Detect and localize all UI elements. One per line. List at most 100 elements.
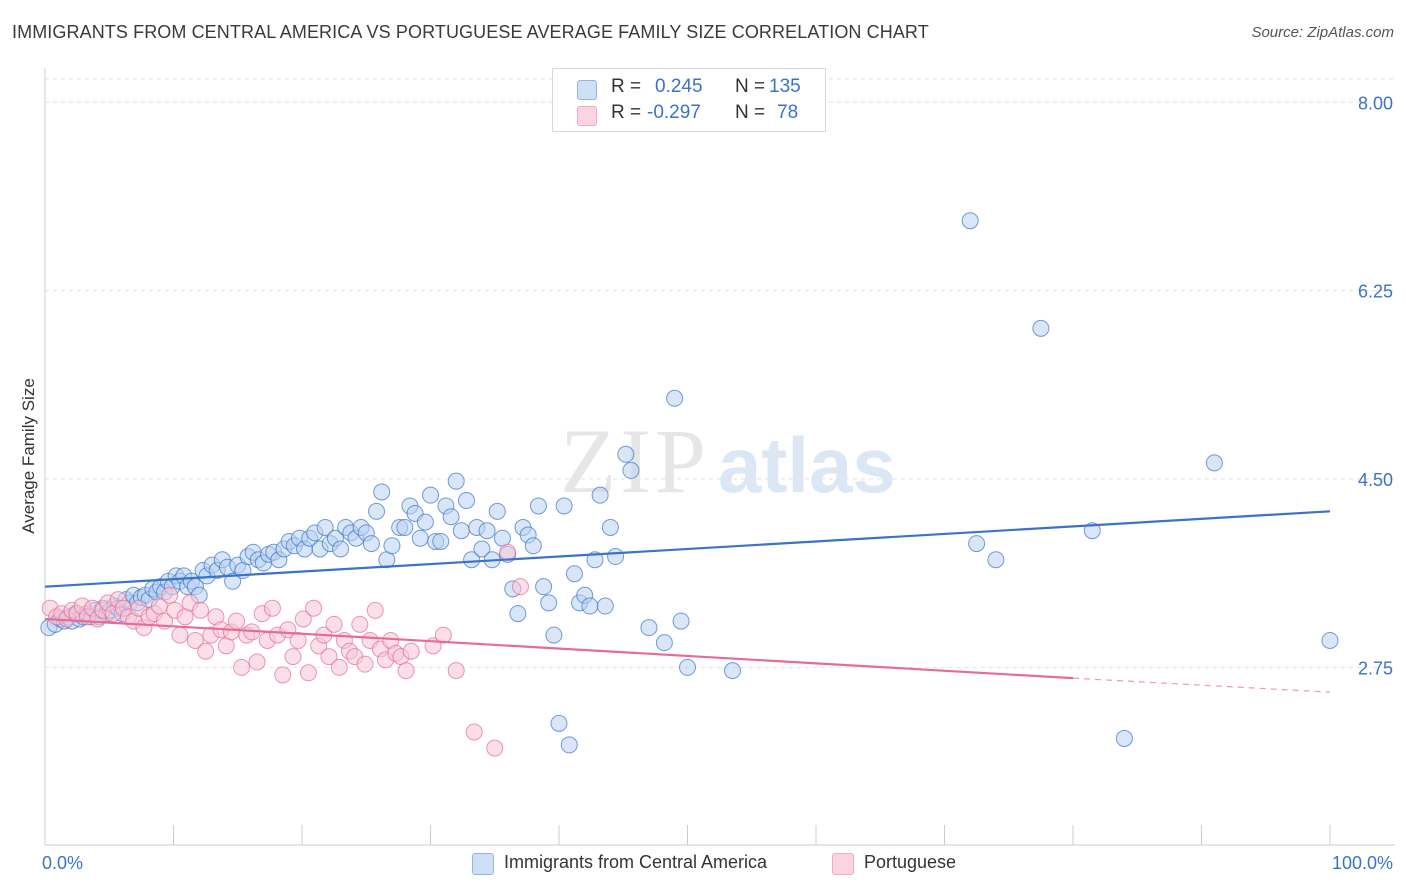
point-central-america (373, 483, 391, 501)
point-portuguese (284, 648, 302, 666)
point-portuguese (227, 612, 245, 630)
point-central-america (987, 551, 1005, 569)
point-central-america (224, 572, 242, 590)
point-central-america (672, 612, 690, 630)
point-central-america (383, 537, 401, 555)
point-central-america (488, 502, 506, 520)
source-label: Source: ZipAtlas.com (1251, 24, 1394, 41)
point-portuguese (274, 666, 292, 684)
point-central-america (596, 597, 614, 615)
point-portuguese (356, 655, 374, 673)
point-portuguese (197, 642, 215, 660)
point-portuguese (171, 626, 189, 644)
point-central-america (560, 736, 578, 754)
y-tick-label: 4.50 (1358, 470, 1393, 490)
point-central-america (581, 597, 599, 615)
legend-swatch-blue (472, 853, 494, 875)
point-central-america (1032, 319, 1050, 337)
point-central-america (607, 548, 625, 566)
point-central-america (586, 551, 604, 569)
point-central-america (666, 389, 684, 407)
y-axis-label: Average Family Size (19, 378, 38, 534)
point-portuguese (397, 662, 415, 680)
r-label: R = (611, 102, 642, 123)
point-portuguese (499, 543, 517, 561)
point-central-america (535, 578, 553, 596)
point-central-america (332, 540, 350, 558)
point-portuguese (320, 648, 338, 666)
point-central-america (463, 551, 481, 569)
x-tick-label-min: 0.0% (42, 853, 83, 873)
point-central-america (1321, 631, 1339, 649)
legend-label: Immigrants from Central America (504, 852, 768, 872)
tick-labels: 2.75 4.50 6.25 8.00 0.0% 100.0% (42, 93, 1393, 873)
point-central-america (622, 461, 640, 479)
point-central-america (640, 619, 658, 637)
axes (44, 68, 1395, 846)
point-central-america (679, 658, 696, 676)
watermark-atlas: atlas (718, 421, 896, 509)
point-central-america (509, 605, 527, 623)
y-tick-label: 6.25 (1358, 282, 1393, 302)
point-portuguese (186, 631, 204, 649)
point-portuguese (511, 578, 529, 596)
point-portuguese (434, 626, 452, 644)
chart-title: IMMIGRANTS FROM CENTRAL AMERICA VS PORTU… (12, 22, 929, 42)
point-portuguese (447, 662, 465, 680)
r-label: R = (611, 76, 642, 97)
point-central-america (565, 565, 583, 583)
point-central-america (591, 486, 609, 504)
point-central-america (411, 529, 429, 547)
point-portuguese (305, 599, 323, 617)
point-central-america (416, 513, 434, 531)
point-central-america (1115, 729, 1133, 747)
point-central-america (447, 472, 465, 490)
point-portuguese (486, 739, 504, 757)
point-central-america (655, 634, 673, 652)
point-central-america (723, 662, 741, 680)
point-central-america (968, 535, 986, 553)
trend-line-portuguese (44, 617, 1074, 680)
point-portuguese (233, 658, 251, 676)
n-label: N = (735, 76, 766, 97)
point-portuguese (248, 653, 266, 671)
point-central-america (362, 535, 380, 553)
point-portuguese (465, 723, 483, 741)
point-portuguese (325, 615, 343, 633)
point-central-america (473, 540, 491, 558)
point-central-america (529, 497, 547, 515)
point-central-america (442, 508, 460, 526)
point-central-america (550, 714, 568, 732)
stats-swatch-blue (577, 80, 597, 100)
watermark-zip: ZIP (560, 410, 710, 512)
point-portuguese (366, 601, 384, 619)
point-central-america (432, 532, 450, 550)
trend-lines (44, 510, 1331, 693)
n-label: N = (735, 102, 766, 123)
trend-line-central-america (44, 510, 1331, 588)
y-tick-label: 2.75 (1358, 658, 1393, 678)
point-central-america (478, 522, 496, 540)
legend-swatch-pink (832, 853, 854, 875)
trend-line-portuguese-extrapolated (1072, 677, 1331, 693)
point-portuguese (330, 658, 348, 676)
point-central-america (961, 212, 979, 230)
point-central-america (555, 497, 573, 515)
point-central-america (422, 486, 439, 504)
point-portuguese (263, 599, 281, 617)
point-portuguese (351, 615, 369, 633)
point-central-america (540, 594, 558, 612)
point-portuguese (294, 610, 312, 628)
point-central-america (1205, 454, 1223, 472)
point-central-america (368, 502, 386, 520)
point-portuguese (402, 642, 420, 660)
r-value: -0.297 (647, 102, 701, 123)
point-central-america (601, 518, 619, 536)
stats-box: R = 0.245 N = 135 R = -0.297 N = 78 (552, 68, 826, 132)
point-central-america (617, 445, 635, 463)
legend-label: Portuguese (864, 852, 957, 872)
gridlines (45, 78, 1395, 668)
data-points (40, 212, 1339, 757)
x-tick-label-max: 100.0% (1332, 853, 1393, 873)
